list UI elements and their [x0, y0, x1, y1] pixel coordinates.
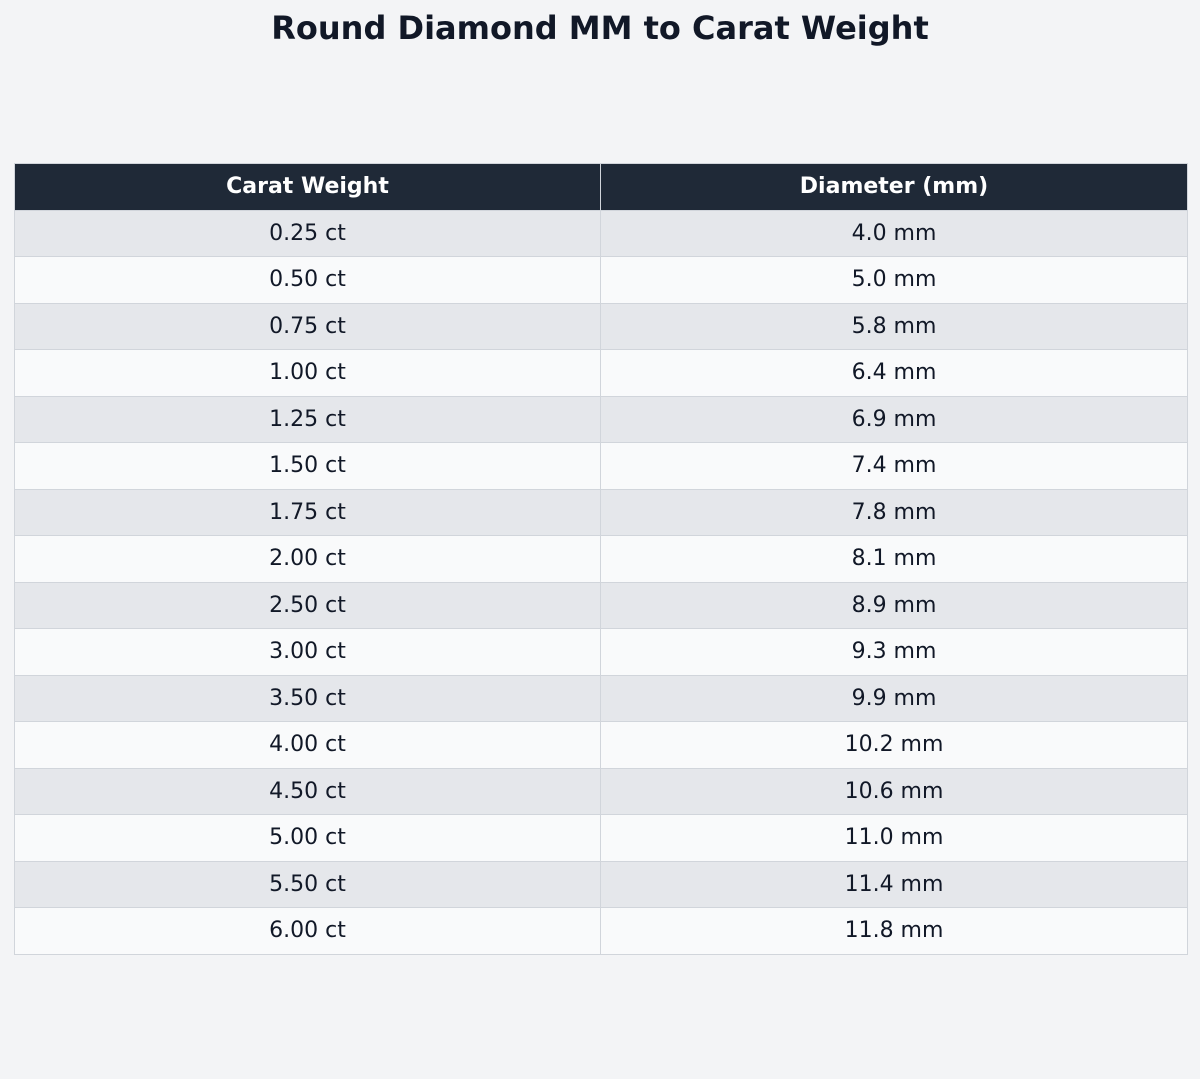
carat-weight-cell: 1.00 ct — [14, 349, 601, 397]
diameter-cell: 5.0 mm — [600, 256, 1188, 304]
column-header-diameter: Diameter (mm) — [600, 163, 1188, 211]
carat-weight-cell: 3.00 ct — [14, 628, 601, 676]
diameter-cell: 11.8 mm — [600, 907, 1188, 955]
table-row: 3.00 ct 9.3 mm — [14, 628, 1188, 676]
table-row: 5.50 ct 11.4 mm — [14, 860, 1188, 908]
diameter-cell: 8.1 mm — [600, 535, 1188, 583]
diameter-cell: 4.0 mm — [600, 209, 1188, 257]
table-row: 4.50 ct 10.6 mm — [14, 767, 1188, 815]
conversion-table: Carat Weight Diameter (mm) 0.25 ct 4.0 mm… — [14, 163, 1188, 955]
diameter-cell: 9.9 mm — [600, 674, 1188, 722]
diameter-cell: 7.8 mm — [600, 488, 1188, 536]
table-row: 2.00 ct 8.1 mm — [14, 535, 1188, 583]
table-row: 1.50 ct 7.4 mm — [14, 442, 1188, 490]
diameter-cell: 8.9 mm — [600, 581, 1188, 629]
table-row: 0.75 ct 5.8 mm — [14, 302, 1188, 350]
diameter-cell: 11.4 mm — [600, 860, 1188, 908]
carat-weight-cell: 4.00 ct — [14, 721, 601, 769]
diameter-cell: 10.2 mm — [600, 721, 1188, 769]
carat-weight-cell: 5.00 ct — [14, 814, 601, 862]
carat-weight-cell: 6.00 ct — [14, 907, 601, 955]
diameter-cell: 9.3 mm — [600, 628, 1188, 676]
carat-weight-cell: 1.75 ct — [14, 488, 601, 536]
carat-weight-cell: 3.50 ct — [14, 674, 601, 722]
diameter-cell: 11.0 mm — [600, 814, 1188, 862]
table-row: 5.00 ct 11.0 mm — [14, 814, 1188, 862]
diameter-cell: 6.4 mm — [600, 349, 1188, 397]
carat-weight-cell: 0.75 ct — [14, 302, 601, 350]
diameter-cell: 5.8 mm — [600, 302, 1188, 350]
table-row: 6.00 ct 11.8 mm — [14, 907, 1188, 955]
carat-weight-cell: 0.50 ct — [14, 256, 601, 304]
table-header: Carat Weight Diameter (mm) — [14, 163, 1188, 211]
carat-weight-cell: 0.25 ct — [14, 209, 601, 257]
carat-weight-cell: 4.50 ct — [14, 767, 601, 815]
header-row: Carat Weight Diameter (mm) — [14, 163, 1188, 211]
table-body: 0.25 ct 4.0 mm 0.50 ct 5.0 mm 0.75 ct 5.8 mm 1… — [14, 209, 1188, 955]
carat-weight-cell: 2.00 ct — [14, 535, 601, 583]
carat-weight-cell: 1.25 ct — [14, 395, 601, 443]
carat-weight-cell: 5.50 ct — [14, 860, 601, 908]
table-row: 1.25 ct 6.9 mm — [14, 395, 1188, 443]
table-row: 1.75 ct 7.8 mm — [14, 488, 1188, 536]
conversion-table-container: Carat Weight Diameter (mm) 0.25 ct 4.0 mm… — [14, 163, 1188, 955]
diameter-cell: 7.4 mm — [600, 442, 1188, 490]
column-header-carat-weight: Carat Weight — [14, 163, 601, 211]
table-row: 0.50 ct 5.0 mm — [14, 256, 1188, 304]
diameter-cell: 6.9 mm — [600, 395, 1188, 443]
carat-weight-cell: 2.50 ct — [14, 581, 601, 629]
table-row: 0.25 ct 4.0 mm — [14, 209, 1188, 257]
table-row: 3.50 ct 9.9 mm — [14, 674, 1188, 722]
table-row: 2.50 ct 8.9 mm — [14, 581, 1188, 629]
diameter-cell: 10.6 mm — [600, 767, 1188, 815]
table-row: 1.00 ct 6.4 mm — [14, 349, 1188, 397]
carat-weight-cell: 1.50 ct — [14, 442, 601, 490]
table-row: 4.00 ct 10.2 mm — [14, 721, 1188, 769]
chart-title: Round Diamond MM to Carat Weight — [271, 9, 929, 47]
